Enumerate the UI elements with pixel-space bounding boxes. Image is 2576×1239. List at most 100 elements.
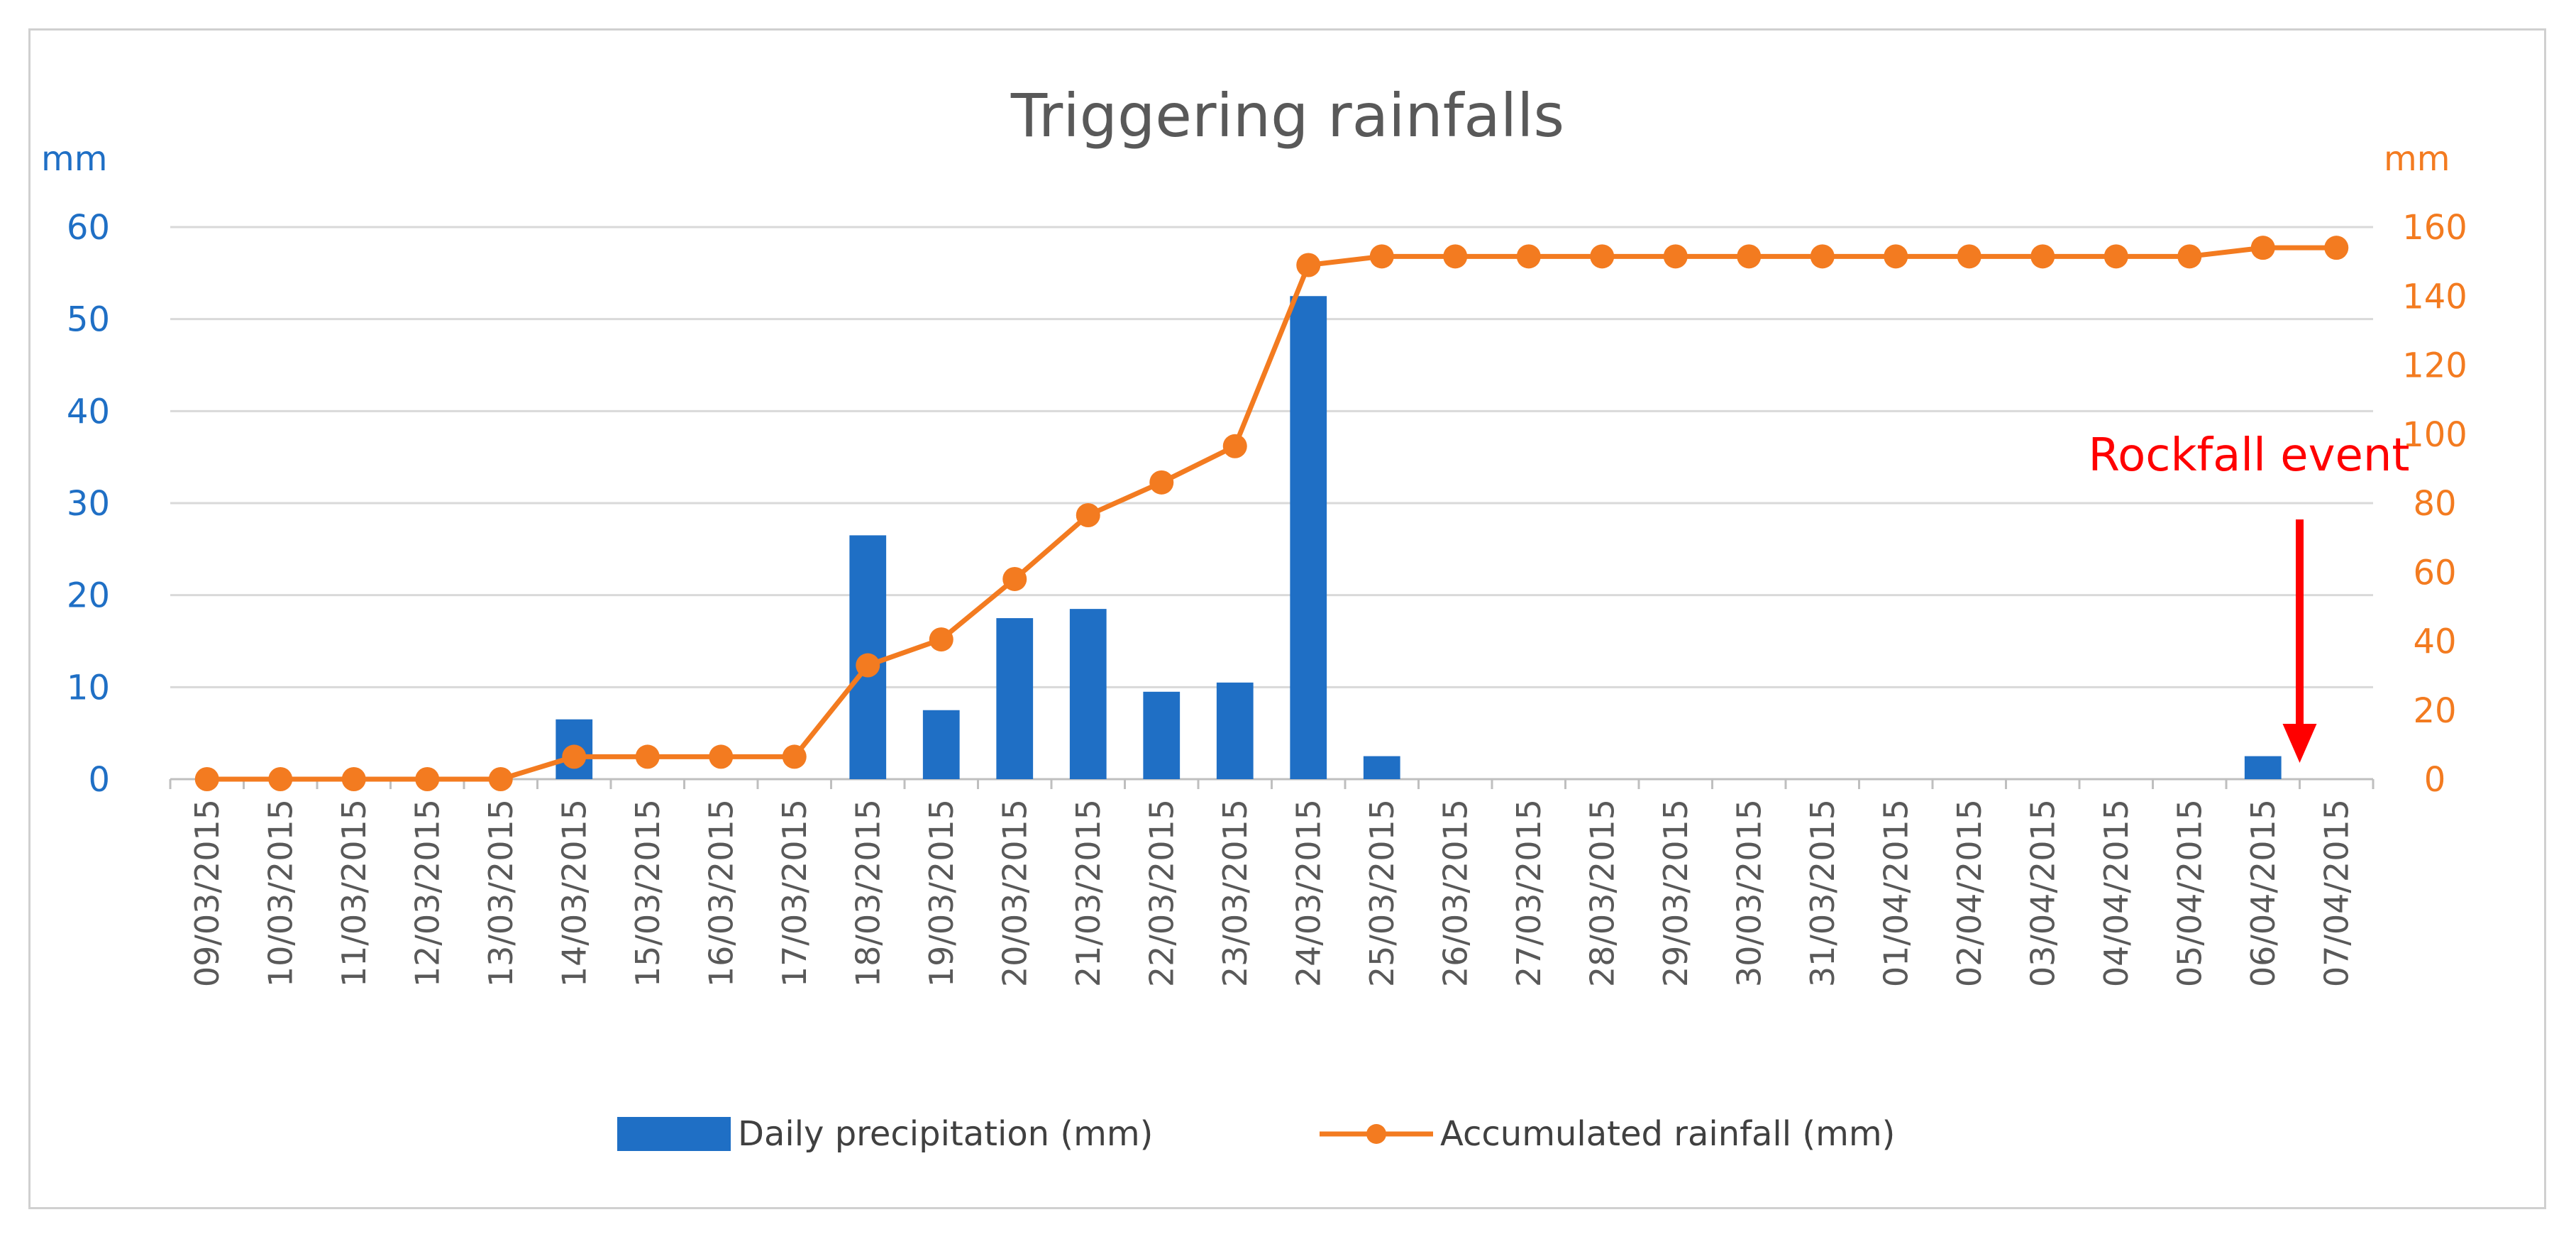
point-22/03/2015: [1149, 470, 1174, 495]
x-tick-label: 17/03/2015: [775, 799, 814, 987]
left-tick-label: 20: [67, 576, 110, 616]
bar-06/04/2015: [2244, 756, 2282, 779]
right-tick-label: 0: [2424, 760, 2446, 800]
point-06/04/2015: [2250, 236, 2275, 260]
point-07/04/2015: [2324, 236, 2349, 260]
point-28/03/2015: [1590, 244, 1615, 269]
x-tick-label: 28/03/2015: [1583, 799, 1621, 987]
point-11/03/2015: [341, 767, 366, 791]
x-tick-label: 01/04/2015: [1876, 799, 1915, 987]
legend-bar-swatch: [617, 1117, 731, 1151]
left-tick-label: 10: [67, 668, 110, 707]
x-tick-label: 05/04/2015: [2170, 799, 2209, 987]
bar-21/03/2015: [1069, 609, 1107, 779]
point-26/03/2015: [1443, 244, 1468, 269]
point-12/03/2015: [415, 767, 440, 791]
point-18/03/2015: [856, 653, 880, 678]
point-16/03/2015: [709, 744, 734, 769]
point-13/03/2015: [488, 767, 513, 791]
x-tick-label: 23/03/2015: [1216, 799, 1254, 987]
x-tick-label: 10/03/2015: [261, 799, 299, 987]
legend: Daily precipitation (mm) Accumulated rai…: [617, 1114, 1895, 1154]
x-tick-label: 03/04/2015: [2023, 799, 2062, 987]
left-tick-label: 50: [67, 300, 110, 340]
x-tick-label: 19/03/2015: [922, 799, 961, 987]
left-axis-ticks: 0 10 20 30 40 50 60: [67, 208, 110, 800]
point-09/03/2015: [194, 767, 219, 791]
rockfall-arrow-head: [2282, 724, 2317, 763]
right-tick-label: 120: [2402, 346, 2467, 386]
x-axis-ticks: 09/03/2015 10/03/2015 11/03/2015 12/03/2015…: [188, 799, 2356, 987]
bar-22/03/2015: [1143, 691, 1181, 779]
x-tick-label: 18/03/2015: [848, 799, 887, 987]
accumulated-line: [206, 245, 2337, 782]
left-tick-label: 40: [67, 392, 110, 431]
x-tick-label: 02/04/2015: [1950, 799, 1989, 987]
point-19/03/2015: [929, 627, 953, 652]
bar-20/03/2015: [996, 618, 1034, 779]
point-21/03/2015: [1076, 503, 1100, 528]
bar-23/03/2015: [1216, 682, 1254, 779]
left-tick-label: 0: [88, 760, 110, 800]
right-tick-label: 140: [2402, 277, 2467, 316]
right-tick-label: 20: [2413, 691, 2456, 731]
x-tick-label: 26/03/2015: [1436, 799, 1474, 987]
rockfall-annotation: Rockfall event: [2089, 429, 2410, 763]
x-tick-label: 29/03/2015: [1657, 799, 1695, 987]
x-tick-label: 24/03/2015: [1289, 799, 1327, 987]
right-tick-label: 60: [2413, 553, 2456, 593]
point-03/04/2015: [2030, 244, 2055, 269]
chart-title: Triggering rainfalls: [1010, 81, 1564, 150]
left-tick-label: 60: [67, 208, 110, 248]
point-31/03/2015: [1810, 244, 1835, 269]
point-04/04/2015: [2104, 244, 2128, 269]
right-tick-label: 80: [2413, 484, 2456, 524]
legend-line-marker: [1366, 1124, 1386, 1144]
point-23/03/2015: [1222, 434, 1247, 458]
point-02/04/2015: [1957, 244, 1981, 269]
point-15/03/2015: [635, 744, 660, 769]
x-tick-label: 12/03/2015: [408, 799, 446, 987]
point-20/03/2015: [1002, 566, 1027, 591]
bar-series: [555, 296, 2282, 779]
point-17/03/2015: [782, 744, 807, 769]
x-tick-label: 09/03/2015: [188, 799, 226, 987]
x-tick-label: 15/03/2015: [629, 799, 667, 987]
x-tick-label: 16/03/2015: [702, 799, 740, 987]
bar-25/03/2015: [1363, 756, 1400, 779]
x-tick-label: 14/03/2015: [555, 799, 593, 987]
gridlines: [169, 226, 2375, 789]
point-10/03/2015: [268, 767, 293, 791]
rockfall-event-label: Rockfall event: [2089, 429, 2410, 482]
x-tick-label: 11/03/2015: [335, 799, 373, 987]
point-25/03/2015: [1369, 244, 1394, 269]
x-tick-label: 25/03/2015: [1363, 799, 1401, 987]
x-tick-label: 27/03/2015: [1510, 799, 1548, 987]
x-tick-label: 21/03/2015: [1069, 799, 1107, 987]
line-series: [194, 236, 2349, 791]
point-24/03/2015: [1296, 253, 1321, 277]
point-14/03/2015: [562, 744, 587, 769]
x-tick-label: 31/03/2015: [1803, 799, 1842, 987]
x-tick-label: 22/03/2015: [1142, 799, 1181, 987]
bar-19/03/2015: [922, 710, 960, 779]
bar-24/03/2015: [1290, 296, 1327, 779]
right-tick-label: 160: [2402, 208, 2467, 248]
point-29/03/2015: [1663, 244, 1688, 269]
left-axis-unit-label: mm: [41, 139, 108, 179]
right-tick-label: 40: [2413, 622, 2456, 662]
left-tick-label: 30: [67, 484, 110, 524]
point-05/04/2015: [2177, 244, 2202, 269]
right-axis-ticks: 0 20 40 60 80 100 120 140 160: [2402, 208, 2467, 800]
right-tick-label: 100: [2402, 415, 2467, 455]
x-tick-label: 04/04/2015: [2097, 799, 2135, 987]
legend-bar-label: Daily precipitation (mm): [738, 1114, 1153, 1154]
legend-line-label: Accumulated rainfall (mm): [1440, 1114, 1895, 1154]
point-27/03/2015: [1516, 244, 1541, 269]
x-tick-label: 20/03/2015: [995, 799, 1034, 987]
x-tick-label: 30/03/2015: [1730, 799, 1768, 987]
point-30/03/2015: [1737, 244, 1762, 269]
point-01/04/2015: [1884, 244, 1908, 269]
x-tick-label: 07/04/2015: [2317, 799, 2355, 987]
chart-frame: [28, 28, 2546, 1209]
